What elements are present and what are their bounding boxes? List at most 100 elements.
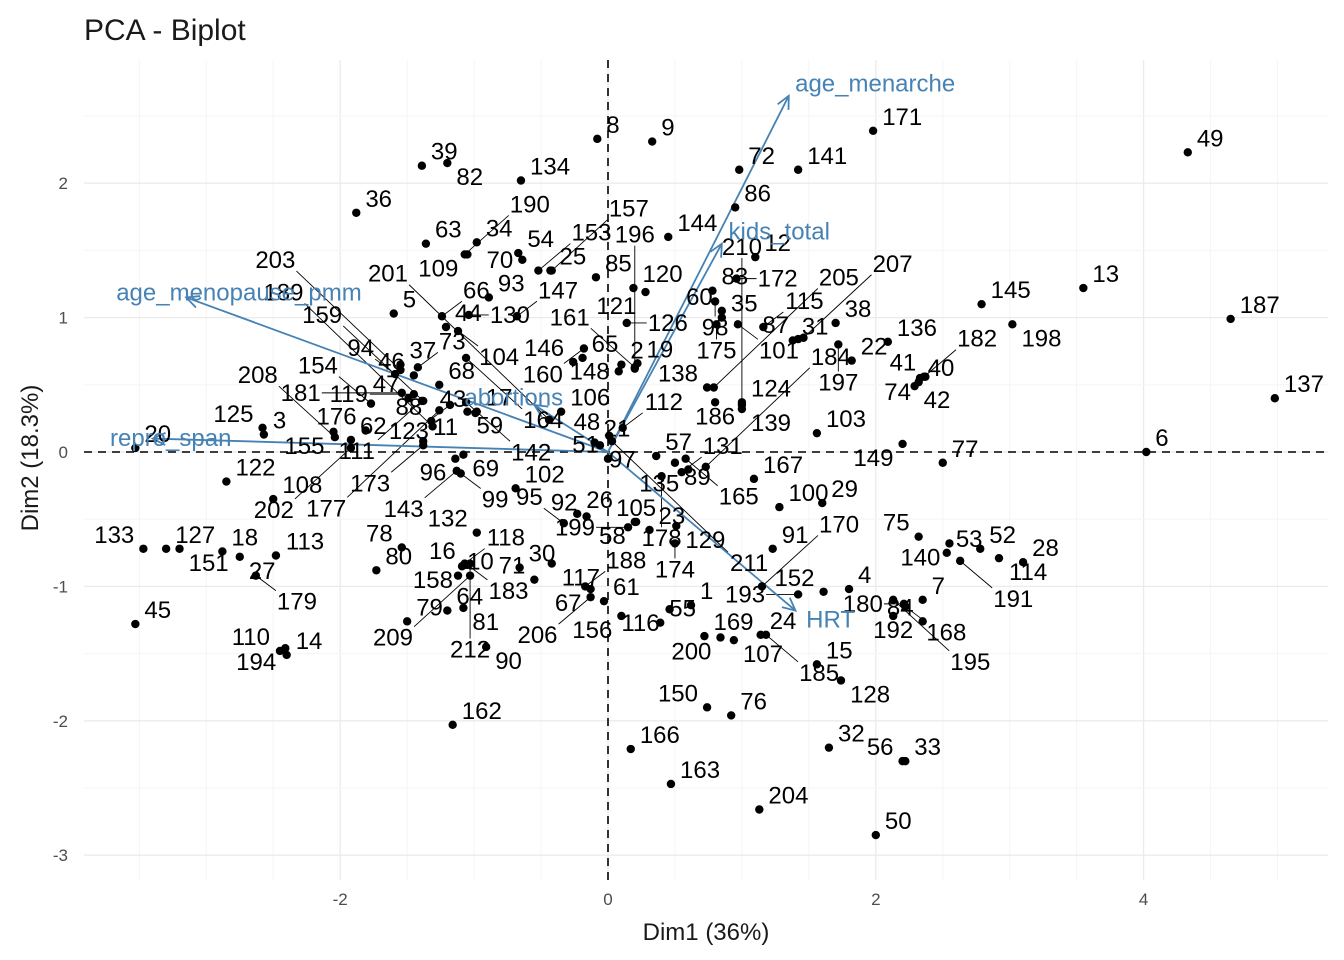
observation-label: 197 bbox=[818, 369, 858, 396]
observation-label: 162 bbox=[462, 698, 502, 725]
observation-label: 66 bbox=[463, 277, 490, 304]
observation-label: 150 bbox=[658, 680, 698, 707]
observation-label: 24 bbox=[770, 608, 797, 635]
observation-label: 71 bbox=[499, 553, 526, 580]
observation-label: 152 bbox=[774, 565, 814, 592]
observation-point bbox=[775, 502, 784, 512]
observation-label: 192 bbox=[873, 617, 913, 644]
observation-point bbox=[709, 383, 718, 392]
observation-point bbox=[419, 441, 428, 450]
observation-label: 126 bbox=[648, 310, 688, 337]
observation-point bbox=[686, 601, 696, 610]
label-connector bbox=[424, 470, 457, 499]
label-connector bbox=[538, 243, 571, 271]
observation-label: 98 bbox=[702, 314, 729, 341]
label-connector bbox=[294, 447, 352, 500]
observation-label: 136 bbox=[897, 315, 937, 342]
observation-label: 8 bbox=[606, 112, 619, 139]
observation-label: 42 bbox=[924, 387, 951, 414]
observation-point bbox=[768, 544, 777, 553]
observation-label: 12 bbox=[764, 230, 791, 257]
chart-title: PCA - Biplot bbox=[84, 14, 246, 47]
label-connector bbox=[558, 596, 591, 625]
observation-label: 40 bbox=[928, 355, 955, 382]
observation-point bbox=[251, 571, 261, 580]
observation-point bbox=[568, 357, 578, 367]
observation-label: 153 bbox=[571, 220, 611, 247]
observation-point bbox=[603, 454, 613, 463]
observation-label: 145 bbox=[991, 277, 1031, 304]
variable-labels: age_menarche kids_total age_menopause_pmmr… bbox=[110, 70, 955, 633]
observation-point bbox=[1270, 394, 1280, 403]
observation-label: 41 bbox=[890, 350, 917, 377]
observation-label: 37 bbox=[410, 338, 437, 365]
y-tick-label: -1 bbox=[53, 577, 68, 596]
observation-point bbox=[672, 521, 681, 531]
observation-label: 123 bbox=[389, 418, 429, 445]
observation-label: 106 bbox=[570, 385, 610, 412]
y-axis-title: Dim2 (18.3%) bbox=[17, 385, 44, 532]
observation-label: 1 bbox=[700, 578, 713, 605]
observation-label: 184 bbox=[811, 344, 851, 371]
observation-label: 156 bbox=[572, 617, 612, 644]
label-connector bbox=[761, 535, 819, 587]
label-connector bbox=[413, 575, 471, 627]
observation-point bbox=[547, 559, 556, 568]
observation-label: 94 bbox=[347, 335, 374, 362]
observation-label: 119 bbox=[330, 381, 368, 408]
observation-point bbox=[437, 312, 447, 321]
observation-label: 183 bbox=[488, 578, 528, 605]
observation-point bbox=[259, 430, 269, 439]
observation-label: 76 bbox=[740, 688, 767, 715]
observation-label: 23 bbox=[659, 503, 686, 530]
observation-label: 26 bbox=[586, 487, 613, 514]
observation-point bbox=[701, 462, 710, 471]
observation-point bbox=[139, 544, 148, 553]
observation-point bbox=[799, 333, 808, 342]
observation-point bbox=[614, 367, 623, 376]
observation-point bbox=[918, 617, 927, 626]
observation-label: 2 bbox=[630, 338, 643, 365]
observation-label: 196 bbox=[615, 222, 655, 249]
observation-label: 79 bbox=[416, 594, 443, 621]
observation-point bbox=[372, 566, 381, 575]
observation-label: 34 bbox=[486, 215, 513, 242]
observation-point bbox=[729, 635, 739, 645]
y-tick-label: 0 bbox=[59, 443, 68, 462]
observation-label: 90 bbox=[495, 648, 522, 675]
observation-point bbox=[977, 299, 986, 309]
label-connector bbox=[959, 560, 993, 589]
observation-label: 30 bbox=[529, 541, 556, 568]
observation-label: 199 bbox=[555, 514, 595, 541]
label-connector bbox=[342, 325, 424, 402]
observation-label: 47 bbox=[373, 371, 400, 398]
observation-point bbox=[793, 165, 803, 174]
observation-label: 110 bbox=[232, 624, 270, 651]
observation-label: 33 bbox=[914, 734, 941, 761]
observation-point bbox=[622, 318, 631, 328]
observation-label: 169 bbox=[713, 609, 753, 636]
observation-label: 102 bbox=[525, 461, 565, 488]
observation-label: 212 bbox=[450, 637, 490, 664]
observation-point bbox=[656, 618, 665, 627]
observation-label: 148 bbox=[570, 358, 610, 385]
observation-label: 86 bbox=[744, 180, 771, 207]
observation-label: 57 bbox=[665, 429, 692, 456]
observation-label: 137 bbox=[1284, 371, 1324, 398]
observation-point bbox=[623, 523, 633, 532]
observation-point bbox=[586, 592, 595, 602]
observation-label: 161 bbox=[550, 304, 590, 331]
observation-point bbox=[626, 744, 635, 754]
observation-label: 25 bbox=[559, 244, 586, 271]
observation-label: 180 bbox=[843, 591, 883, 618]
observation-point bbox=[516, 176, 526, 185]
x-tick-label: -2 bbox=[333, 890, 348, 909]
label-connector bbox=[338, 376, 372, 404]
observation-point bbox=[710, 297, 720, 306]
observation-point bbox=[883, 337, 893, 346]
observation-point bbox=[708, 286, 717, 295]
observation-label: 147 bbox=[538, 277, 578, 304]
observation-point bbox=[871, 830, 880, 840]
variable-arrow bbox=[607, 243, 723, 453]
